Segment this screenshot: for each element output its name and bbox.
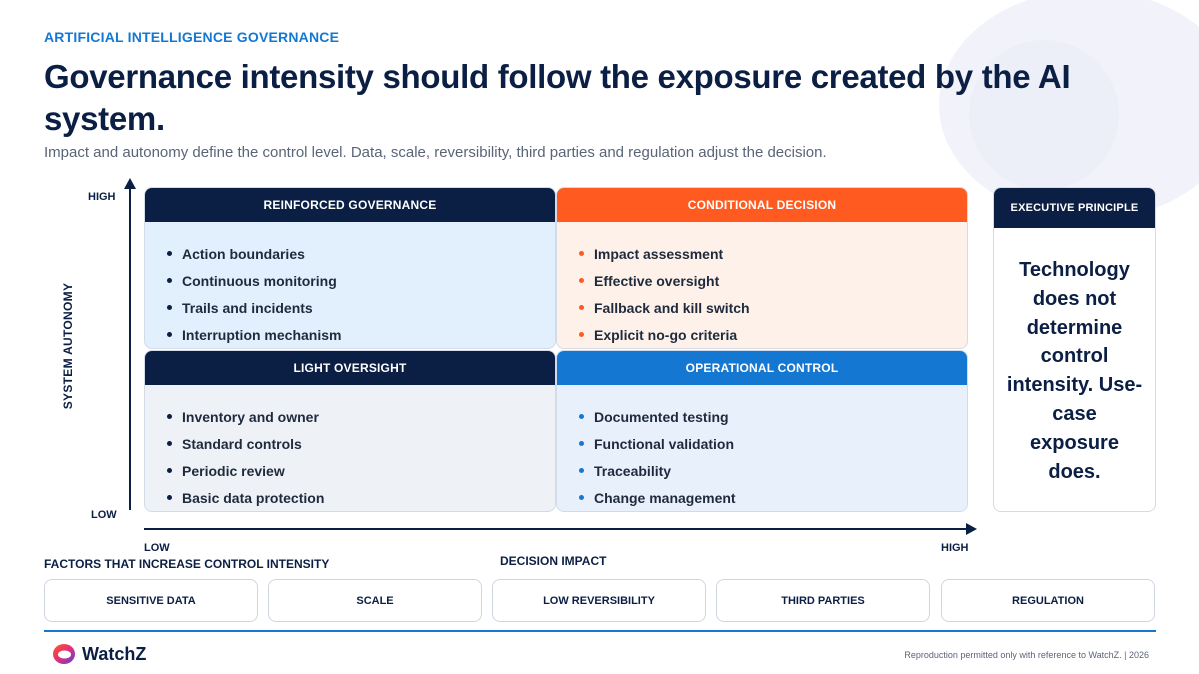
bullet-icon (579, 441, 584, 446)
y-axis-title: SYSTEM AUTONOMY (61, 282, 75, 410)
x-axis-arrow-icon (966, 523, 977, 535)
factor-scale: SCALE (268, 579, 482, 622)
bullet-icon (579, 468, 584, 473)
list-item-label: Periodic review (182, 462, 285, 479)
factors-title: FACTORS THAT INCREASE CONTROL INTENSITY (44, 557, 330, 571)
list-item-label: Continuous monitoring (182, 272, 337, 289)
list-item: Functional validation (579, 430, 967, 457)
x-axis-low-label: LOW (144, 542, 170, 554)
quadrant-title: OPERATIONAL CONTROL (557, 351, 967, 385)
list-item-label: Impact assessment (594, 245, 724, 262)
footer-note: Reproduction permitted only with referen… (904, 650, 1149, 660)
y-axis-line (129, 186, 131, 510)
list-item-label: Interruption mechanism (182, 326, 342, 343)
list-item: Continuous monitoring (167, 267, 555, 294)
list-item-label: Basic data protection (182, 489, 325, 506)
brand-name: WatchZ (82, 643, 147, 664)
list-item-label: Effective oversight (594, 272, 720, 289)
bullet-icon (167, 468, 172, 473)
bullet-icon (167, 414, 172, 419)
footer-divider (44, 630, 1156, 632)
list-item: Impact assessment (579, 240, 967, 267)
list-item: Standard controls (167, 430, 555, 457)
list-item: Inventory and owner (167, 403, 555, 430)
list-item: Action boundaries (167, 240, 555, 267)
list-item-label: Trails and incidents (182, 299, 313, 316)
list-item: Explicit no-go criteria (579, 321, 967, 348)
list-item: Basic data protection (167, 484, 555, 511)
bullet-icon (167, 495, 172, 500)
x-axis-line (144, 528, 969, 530)
bullet-icon (167, 278, 172, 283)
bullet-icon (579, 495, 584, 500)
bullet-icon (579, 278, 584, 283)
quadrant-conditional-decision: CONDITIONAL DECISION Impact assessment E… (556, 187, 968, 349)
bullet-icon (167, 332, 172, 337)
list-item: Change management (579, 484, 967, 511)
quadrant-title: LIGHT OVERSIGHT (145, 351, 555, 385)
list-item-label: Documented testing (594, 408, 729, 425)
quadrant-operational-control: OPERATIONAL CONTROL Documented testing F… (556, 350, 968, 512)
list-item: Traceability (579, 457, 967, 484)
list-item-label: Explicit no-go criteria (594, 326, 738, 343)
y-axis-high-label: HIGH (88, 191, 116, 203)
page-subtitle: Impact and autonomy define the control l… (44, 144, 827, 161)
bullet-icon (167, 305, 172, 310)
x-axis-high-label: HIGH (941, 542, 969, 554)
list-item: Documented testing (579, 403, 967, 430)
page-title: Governance intensity should follow the e… (44, 58, 1071, 137)
quadrant-title: REINFORCED GOVERNANCE (145, 188, 555, 222)
executive-principle-title: EXECUTIVE PRINCIPLE (994, 188, 1155, 228)
list-item-label: Standard controls (182, 435, 302, 452)
bullet-icon (167, 441, 172, 446)
eyebrow-label: ARTIFICIAL INTELLIGENCE GOVERNANCE (44, 29, 340, 45)
bullet-icon (579, 305, 584, 310)
list-item: Trails and incidents (167, 294, 555, 321)
list-item-label: Traceability (594, 462, 672, 479)
executive-principle-text: Technology does not determine control in… (1006, 259, 1143, 483)
factor-third-parties: THIRD PARTIES (716, 579, 930, 622)
background-decoration-inner (969, 40, 1119, 190)
list-item: Effective oversight (579, 267, 967, 294)
list-item: Fallback and kill switch (579, 294, 967, 321)
list-item-label: Change management (594, 489, 736, 506)
factor-low-reversibility: LOW REVERSIBILITY (492, 579, 706, 622)
x-axis-title: DECISION IMPACT (500, 554, 607, 568)
bullet-icon (167, 251, 172, 256)
brand-logo: WatchZ (52, 642, 146, 666)
list-item-label: Action boundaries (182, 245, 305, 262)
list-item-label: Functional validation (594, 435, 735, 452)
y-axis-low-label: LOW (91, 509, 117, 521)
bullet-icon (579, 332, 584, 337)
executive-principle-card: EXECUTIVE PRINCIPLE Technology does not … (993, 187, 1156, 512)
list-item-label: Inventory and owner (182, 408, 319, 425)
bullet-icon (579, 414, 584, 419)
quadrant-light-oversight: LIGHT OVERSIGHT Inventory and owner Stan… (144, 350, 556, 512)
quadrant-title: CONDITIONAL DECISION (557, 188, 967, 222)
bullet-icon (579, 251, 584, 256)
y-axis-arrow-icon (124, 178, 136, 189)
watchz-logo-icon (53, 644, 75, 664)
factor-regulation: REGULATION (941, 579, 1155, 622)
quadrant-reinforced-governance: REINFORCED GOVERNANCE Action boundaries … (144, 187, 556, 349)
list-item: Interruption mechanism (167, 321, 555, 348)
factor-sensitive-data: SENSITIVE DATA (44, 579, 258, 622)
list-item-label: Fallback and kill switch (594, 299, 750, 316)
list-item: Periodic review (167, 457, 555, 484)
